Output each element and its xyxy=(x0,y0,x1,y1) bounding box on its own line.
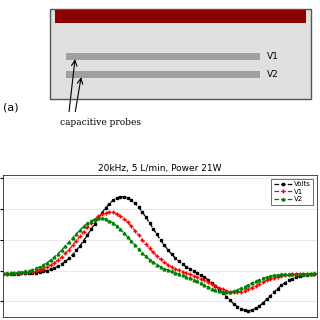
V1 xyxy=(108,210,112,214)
V2 xyxy=(309,272,313,276)
V1 xyxy=(315,272,319,276)
Line: Volts: Volts xyxy=(2,195,318,312)
V2 xyxy=(275,273,279,277)
V2 xyxy=(122,231,125,235)
Legend: Volts, V1, V2: Volts, V1, V2 xyxy=(271,179,313,205)
Line: V1: V1 xyxy=(1,210,319,294)
V2 xyxy=(99,216,102,220)
Text: capacitive probes: capacitive probes xyxy=(60,118,141,127)
Text: V1: V1 xyxy=(267,52,278,61)
Volts xyxy=(275,287,279,291)
Volts xyxy=(246,309,250,313)
V2 xyxy=(56,252,60,256)
Text: (a): (a) xyxy=(3,102,19,113)
V2 xyxy=(37,265,41,269)
V1 xyxy=(1,272,5,276)
Bar xyxy=(66,52,260,60)
Bar xyxy=(55,10,306,23)
Title: 20kHz, 5 L/min, Power 21W: 20kHz, 5 L/min, Power 21W xyxy=(98,164,222,173)
Volts xyxy=(37,270,41,274)
V2 xyxy=(135,246,139,250)
V1 xyxy=(122,216,125,220)
Volts xyxy=(122,195,125,199)
Text: V2: V2 xyxy=(267,70,278,79)
V1 xyxy=(37,268,41,272)
V1 xyxy=(309,272,313,276)
Volts xyxy=(135,204,139,208)
Line: V2: V2 xyxy=(2,217,318,293)
Bar xyxy=(50,9,310,99)
V2 xyxy=(1,271,5,275)
Volts xyxy=(1,272,5,276)
Bar xyxy=(66,70,260,78)
V1 xyxy=(56,259,60,262)
V2 xyxy=(315,271,319,275)
V1 xyxy=(233,290,237,294)
V2 xyxy=(224,290,228,294)
Volts xyxy=(56,265,60,268)
Volts xyxy=(121,195,124,199)
V1 xyxy=(135,231,139,235)
Volts xyxy=(315,272,319,276)
V1 xyxy=(275,275,279,279)
Volts xyxy=(309,272,313,276)
